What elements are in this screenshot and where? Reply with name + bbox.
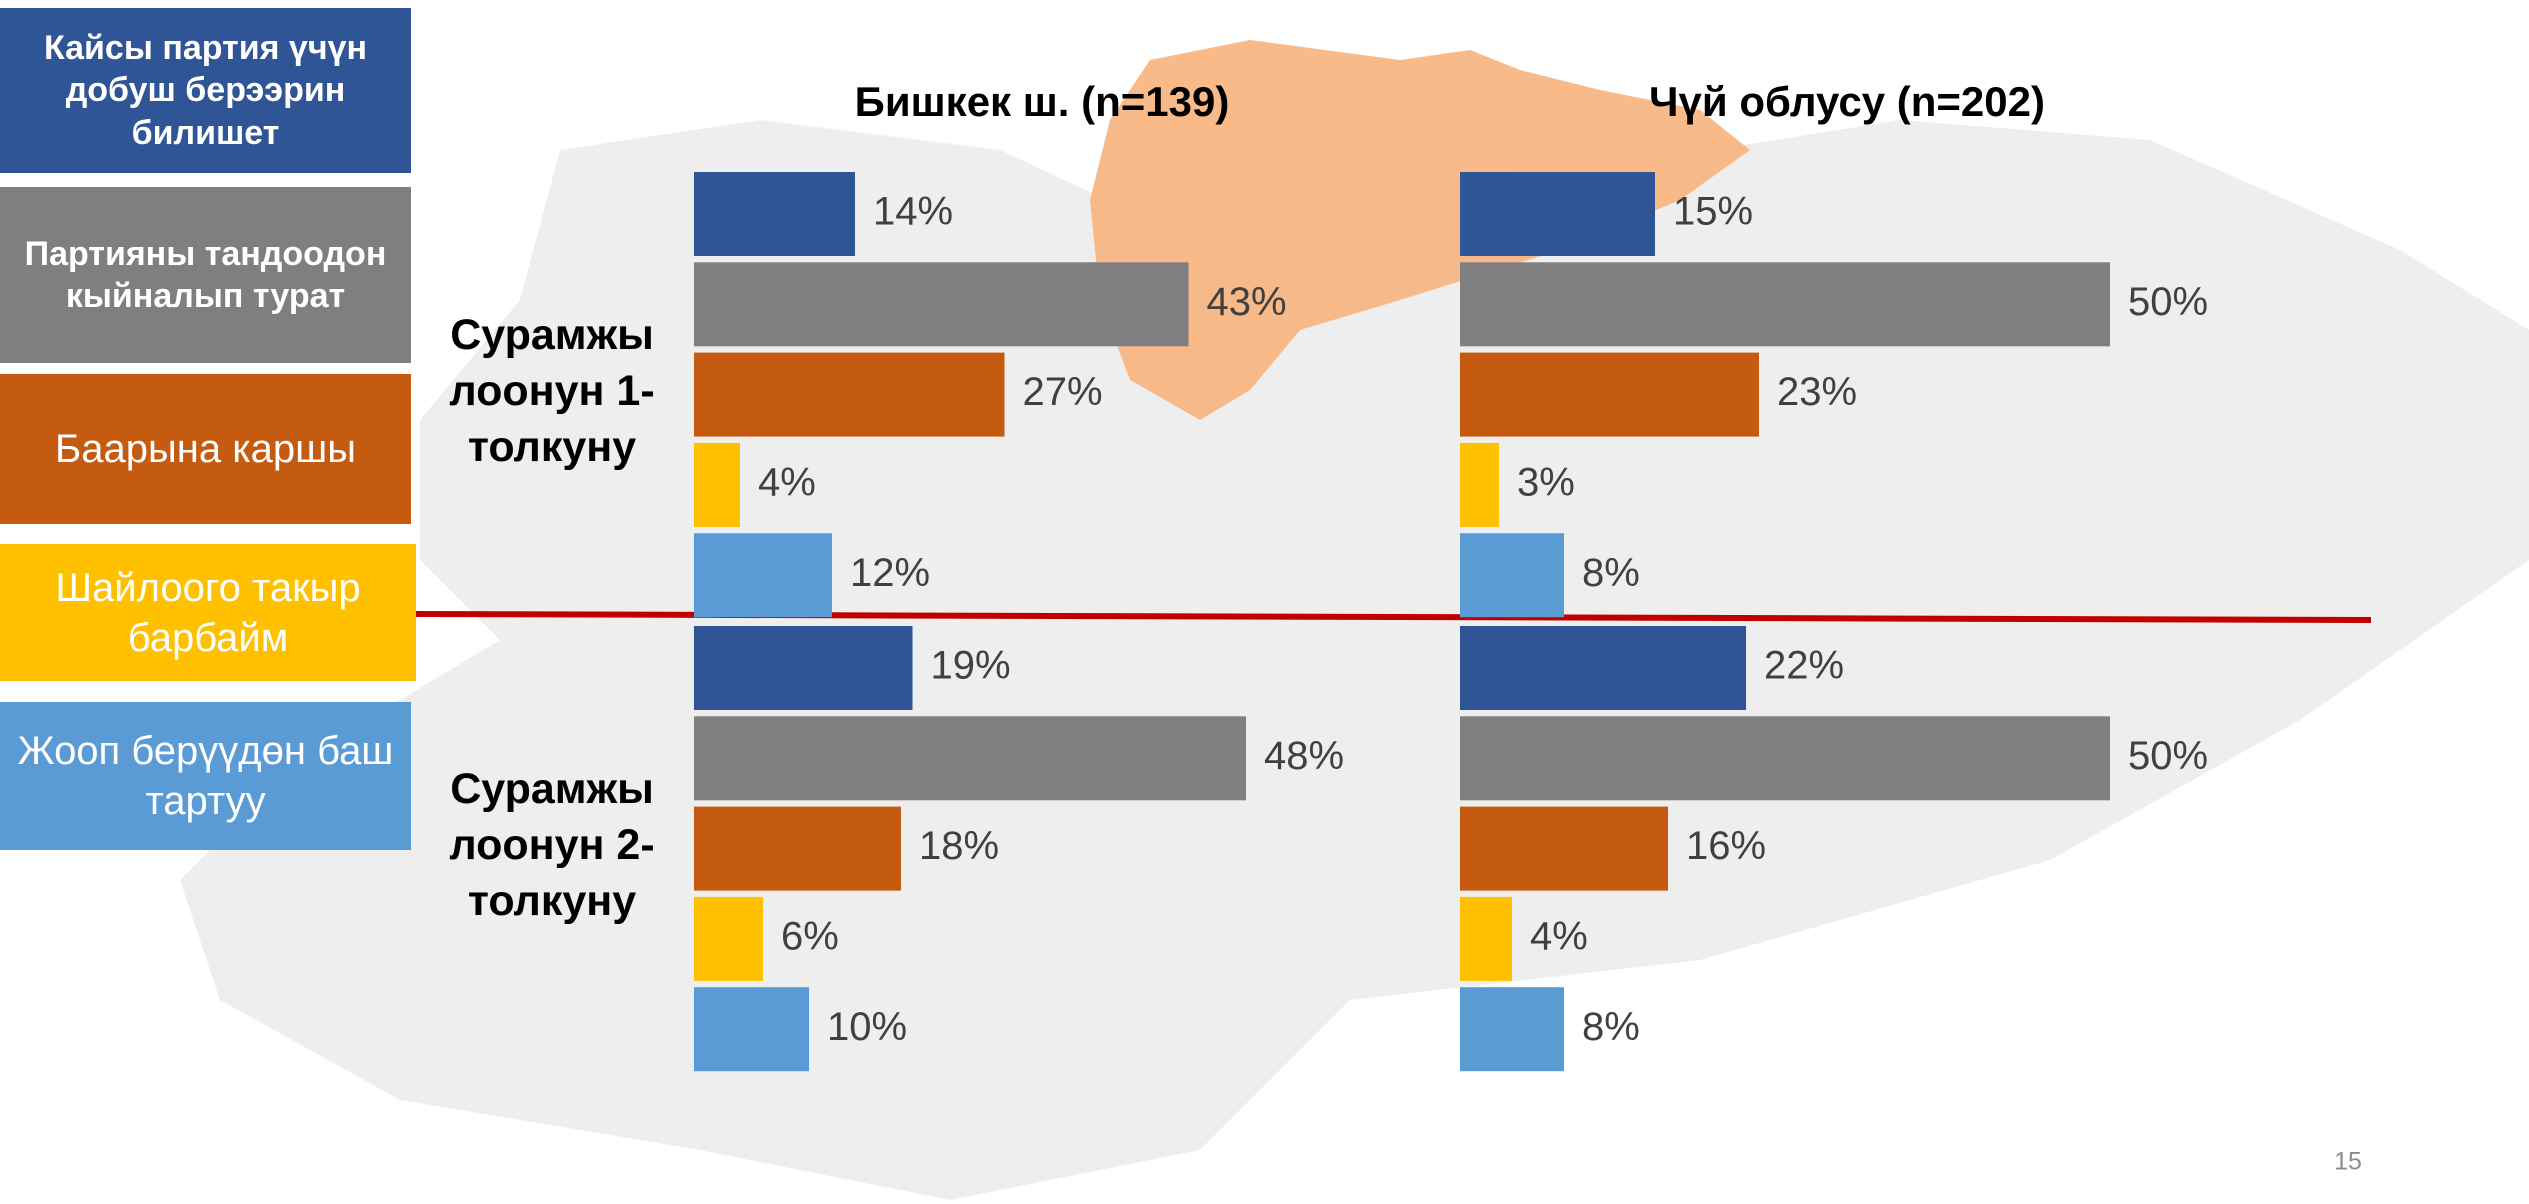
bar [694,716,1246,801]
panel-title: Чүй облусу (n=202) [1649,78,2045,125]
bar [1460,626,1746,710]
legend-item: Жооп берүүдөн баш тартуу [0,702,411,850]
wave-label: Сурамжы лоонун 2- толкуну [449,764,655,925]
bar [694,442,740,527]
value-label: 15% [1673,190,1753,234]
bar [1460,533,1564,618]
value-label: 12% [850,551,930,595]
legend-item: Партияны тандоодон кыйналып турат [0,187,411,363]
bar [1460,352,1759,437]
value-label: 4% [1530,914,1588,958]
value-label: 3% [1517,460,1575,504]
bar [1460,262,2110,347]
bar [1460,896,1512,981]
value-label: 6% [781,914,839,958]
value-label: 50% [2128,734,2208,778]
value-label: 50% [2128,280,2208,324]
value-label: 10% [827,1005,907,1049]
value-label: 8% [1582,551,1640,595]
bar [694,987,809,1072]
bar [694,172,855,256]
value-label: 16% [1686,824,1766,868]
panel-title: Бишкек ш. (n=139) [855,78,1230,125]
map-region [1090,40,1750,420]
page-number: 15 [2334,1148,2362,1176]
bar [1460,806,1668,891]
legend-item: Кайсы партия үчүн добуш берээрин билишет [0,8,411,173]
value-label: 19% [931,644,1011,688]
wave-label: Сурамжы лоонун 1- толкуну [449,310,655,471]
bar [1460,716,2110,801]
bar [694,352,1005,437]
value-label: 27% [1023,370,1103,414]
value-label: 22% [1764,644,1844,688]
bar [1460,172,1655,256]
value-label: 23% [1777,370,1857,414]
bar [694,262,1189,347]
value-label: 8% [1582,1005,1640,1049]
value-label: 4% [758,460,816,504]
legend-item: Баарына каршы [0,374,411,524]
value-label: 48% [1264,734,1344,778]
bar [694,896,763,981]
value-label: 18% [919,824,999,868]
value-label: 43% [1207,280,1287,324]
bar [1460,442,1499,527]
bar [694,806,901,891]
bar [1460,987,1564,1072]
bar [694,626,913,710]
bar [694,533,832,618]
value-label: 14% [873,190,953,234]
legend-item: Шайлоого такыр барбайм [0,544,416,681]
